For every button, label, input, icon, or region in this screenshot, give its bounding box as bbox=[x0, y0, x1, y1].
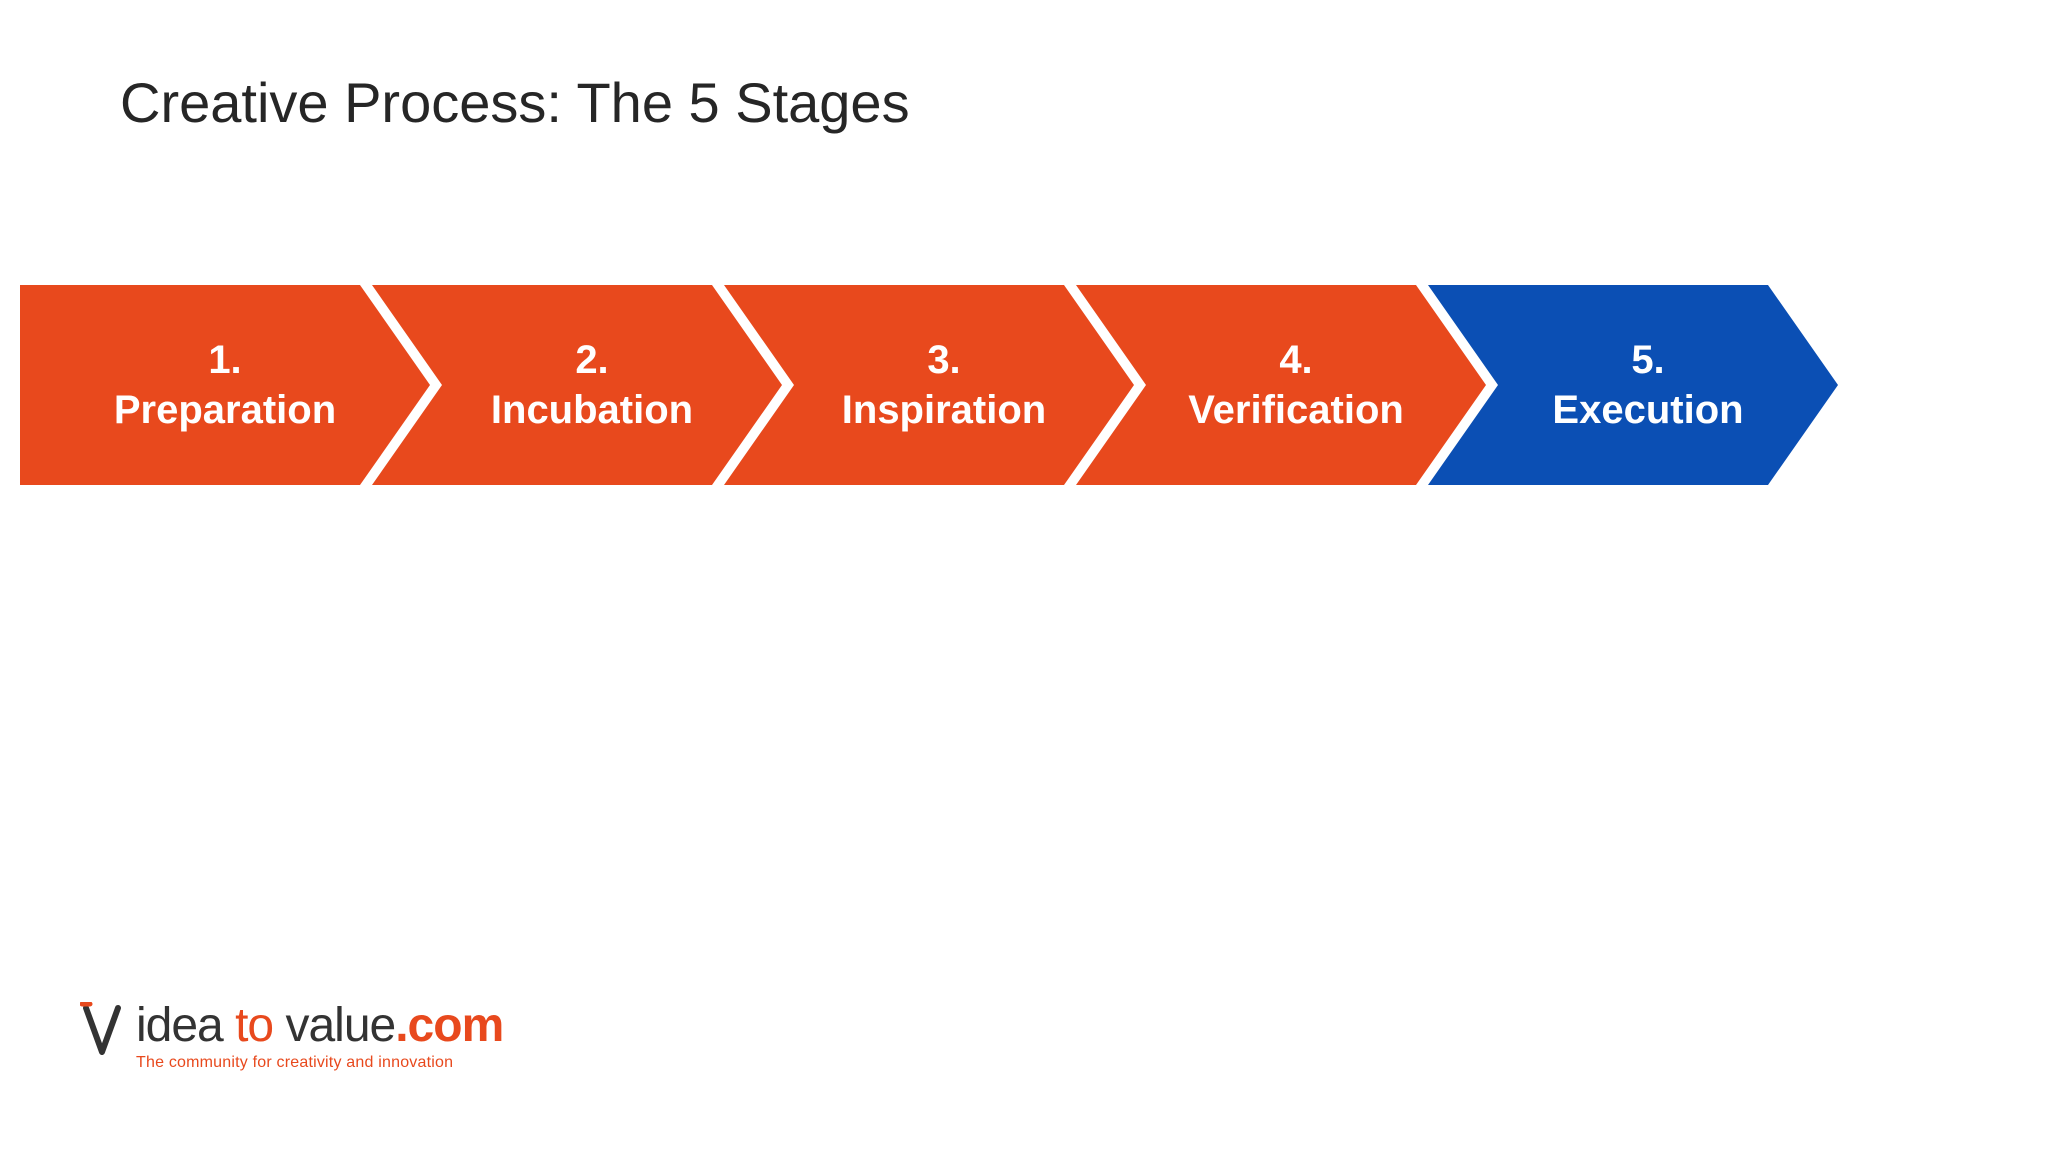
stage-label-3: 3.Inspiration bbox=[812, 335, 1046, 435]
stage-chevron-1: 1.Preparation bbox=[20, 285, 430, 485]
logo-mark-icon bbox=[80, 1002, 124, 1058]
stage-chevron-4: 4.Verification bbox=[1076, 285, 1486, 485]
logo-word-value: value bbox=[285, 999, 395, 1052]
stage-label-4: 4.Verification bbox=[1158, 335, 1404, 435]
stage-label-2: 2.Incubation bbox=[461, 335, 693, 435]
stage-chevron-3: 3.Inspiration bbox=[724, 285, 1134, 485]
stage-chevron-5: 5.Execution bbox=[1428, 285, 1838, 485]
logo-text: idea to value.com The community for crea… bbox=[136, 1002, 503, 1072]
stage-chevron-2: 2.Incubation bbox=[372, 285, 782, 485]
logo-tagline: The community for creativity and innovat… bbox=[136, 1054, 503, 1072]
logo: idea to value.com The community for crea… bbox=[80, 1002, 503, 1072]
logo-word-to: to bbox=[235, 999, 273, 1052]
process-chevron-row: 1.Preparation 2.Incubation 3.Inspiration 4.… bbox=[20, 285, 2030, 485]
stage-label-1: 1.Preparation bbox=[114, 335, 336, 435]
logo-word-com: .com bbox=[395, 999, 503, 1052]
logo-word-idea: idea bbox=[136, 999, 223, 1052]
stage-label-5: 5.Execution bbox=[1522, 335, 1743, 435]
page-title: Creative Process: The 5 Stages bbox=[120, 70, 910, 135]
logo-wordmark: idea to value.com bbox=[136, 1002, 503, 1050]
